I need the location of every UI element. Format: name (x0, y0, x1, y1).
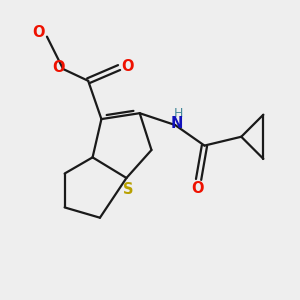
Text: O: O (52, 60, 65, 75)
Text: S: S (123, 182, 133, 197)
Text: H: H (174, 107, 183, 120)
Text: O: O (121, 58, 134, 74)
Text: N: N (170, 116, 183, 131)
Text: O: O (32, 25, 45, 40)
Text: O: O (191, 182, 203, 196)
